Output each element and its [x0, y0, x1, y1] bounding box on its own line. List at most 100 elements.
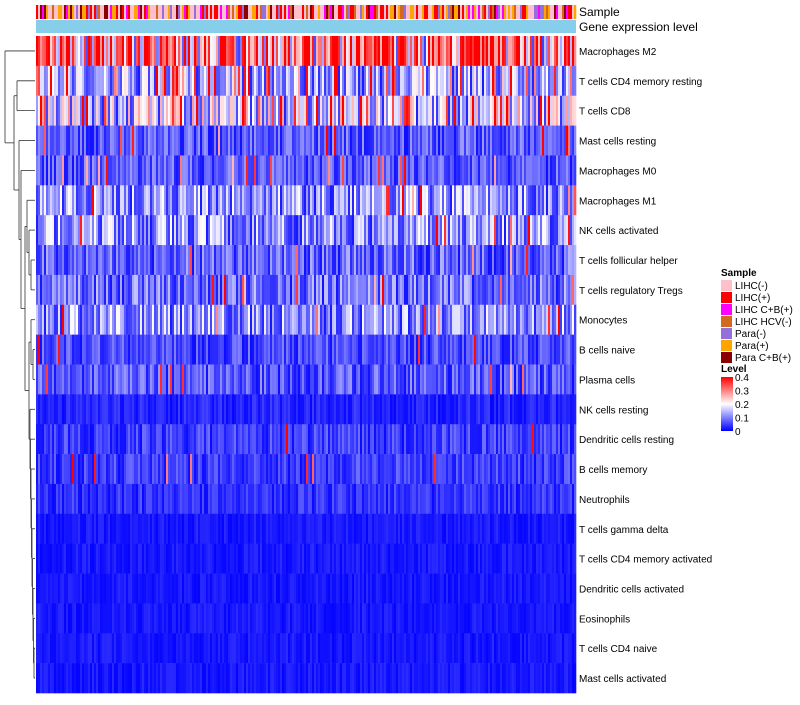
sample-cell	[516, 5, 518, 19]
heatmap-cell	[420, 514, 422, 544]
heatmap-cell	[40, 275, 42, 305]
heatmap-cell	[542, 245, 544, 275]
heatmap-cell	[226, 394, 228, 424]
heatmap-cell	[96, 544, 98, 574]
heatmap-cell	[420, 66, 422, 96]
heatmap-cell	[168, 36, 170, 66]
heatmap-cell	[544, 514, 546, 544]
heatmap-cell	[334, 215, 336, 245]
heatmap-cell	[426, 215, 428, 245]
heatmap-cell	[224, 305, 226, 335]
heatmap-cell	[154, 126, 156, 156]
heatmap-cell	[352, 126, 354, 156]
heatmap-cell	[36, 155, 38, 185]
heatmap-cell	[408, 335, 410, 365]
heatmap-cell	[294, 36, 296, 66]
heatmap-cell	[112, 454, 114, 484]
heatmap-cell	[568, 245, 570, 275]
heatmap-cell	[186, 335, 188, 365]
heatmap-cell	[208, 245, 210, 275]
heatmap-cell	[490, 514, 492, 544]
heatmap-cell	[144, 335, 146, 365]
heatmap-row	[36, 66, 576, 96]
heatmap-cell	[382, 215, 384, 245]
heatmap-cell	[358, 424, 360, 454]
heatmap-cell	[380, 36, 382, 66]
heatmap-cell	[76, 275, 78, 305]
heatmap-cell	[496, 454, 498, 484]
heatmap-cell	[522, 305, 524, 335]
sample-cell	[344, 5, 346, 19]
heatmap-cell	[338, 96, 340, 126]
heatmap-cell	[224, 155, 226, 185]
heatmap-cell	[420, 454, 422, 484]
heatmap-cell	[254, 215, 256, 245]
heatmap-cell	[108, 185, 110, 215]
heatmap-cell	[410, 36, 412, 66]
heatmap-cell	[234, 215, 236, 245]
heatmap-cell	[534, 365, 536, 395]
heatmap-cell	[304, 365, 306, 395]
heatmap-cell	[440, 365, 442, 395]
heatmap-cell	[416, 305, 418, 335]
heatmap-cell	[492, 424, 494, 454]
heatmap-cell	[536, 305, 538, 335]
heatmap-cell	[512, 365, 514, 395]
sample-cell	[320, 5, 322, 19]
heatmap-cell	[270, 245, 272, 275]
heatmap-cell	[192, 365, 194, 395]
heatmap-cell	[550, 454, 552, 484]
heatmap-cell	[136, 394, 138, 424]
heatmap-cell	[544, 335, 546, 365]
heatmap-cell	[436, 36, 438, 66]
sample-cell	[294, 5, 296, 19]
heatmap-cell	[272, 66, 274, 96]
heatmap-cell	[356, 514, 358, 544]
heatmap-cell	[422, 394, 424, 424]
heatmap-cell	[362, 454, 364, 484]
heatmap-cell	[538, 96, 540, 126]
heatmap-cell	[136, 126, 138, 156]
heatmap-cell	[264, 66, 266, 96]
heatmap-cell	[70, 245, 72, 275]
heatmap-cell	[134, 454, 136, 484]
heatmap-cell	[136, 514, 138, 544]
heatmap-cell	[550, 514, 552, 544]
heatmap-cell	[122, 245, 124, 275]
heatmap-cell	[348, 394, 350, 424]
heatmap-cell	[272, 126, 274, 156]
heatmap-cell	[202, 365, 204, 395]
heatmap-cell	[270, 185, 272, 215]
heatmap-cell	[170, 394, 172, 424]
heatmap-cell	[556, 484, 558, 514]
heatmap-cell	[268, 305, 270, 335]
heatmap-cell	[512, 155, 514, 185]
heatmap-cell	[534, 215, 536, 245]
sample-cell	[306, 5, 308, 19]
heatmap-cell	[384, 245, 386, 275]
heatmap-cell	[232, 185, 234, 215]
heatmap-cell	[250, 394, 252, 424]
heatmap-cell	[150, 215, 152, 245]
heatmap-cell	[228, 185, 230, 215]
heatmap-cell	[92, 365, 94, 395]
heatmap-cell	[442, 215, 444, 245]
heatmap-cell	[492, 155, 494, 185]
heatmap-cell	[158, 155, 160, 185]
heatmap-cell	[566, 454, 568, 484]
heatmap-cell	[390, 96, 392, 126]
heatmap-cell	[566, 185, 568, 215]
heatmap-cell	[218, 335, 220, 365]
heatmap-cell	[424, 394, 426, 424]
heatmap-cell	[508, 514, 510, 544]
heatmap-cell	[474, 365, 476, 395]
heatmap-cell	[178, 96, 180, 126]
heatmap-cell	[78, 514, 80, 544]
heatmap-cell	[436, 335, 438, 365]
heatmap-cell	[352, 335, 354, 365]
heatmap-cell	[112, 155, 114, 185]
heatmap-cell	[70, 335, 72, 365]
heatmap-cell	[160, 96, 162, 126]
heatmap-cell	[434, 275, 436, 305]
heatmap-cell	[448, 514, 450, 544]
